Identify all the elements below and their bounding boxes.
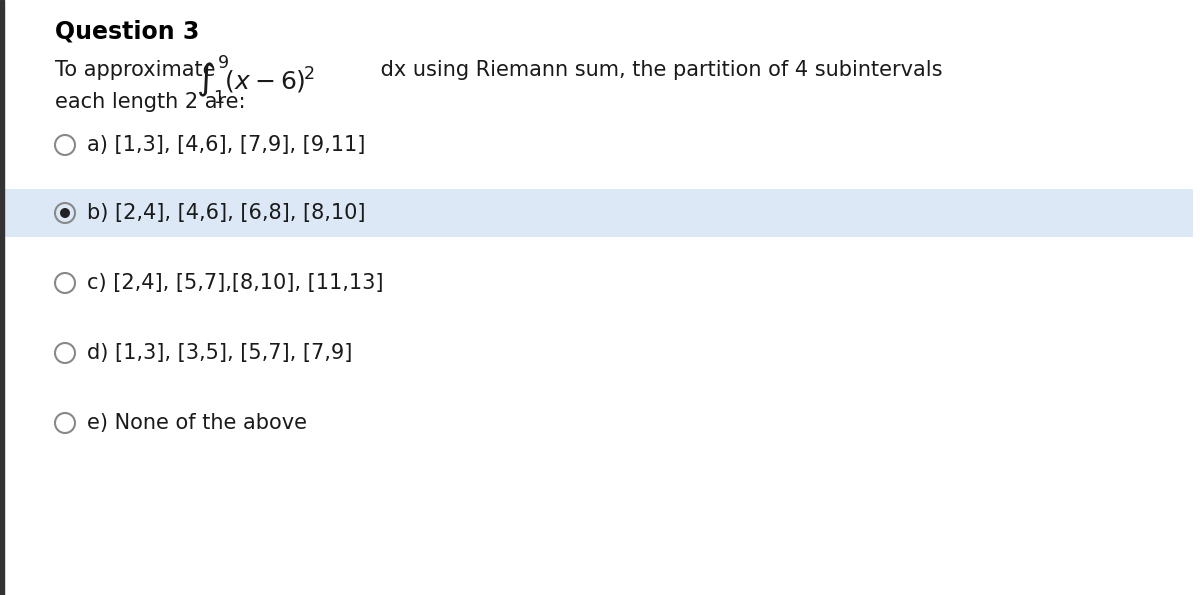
Text: e) None of the above: e) None of the above — [88, 413, 307, 433]
Text: a) [1,3], [4,6], [7,9], [9,11]: a) [1,3], [4,6], [7,9], [9,11] — [88, 135, 365, 155]
Text: b) [2,4], [4,6], [6,8], [8,10]: b) [2,4], [4,6], [6,8], [8,10] — [88, 203, 366, 223]
Text: c) [2,4], [5,7],[8,10], [11,13]: c) [2,4], [5,7],[8,10], [11,13] — [88, 273, 384, 293]
Text: $\int_1^9\!\left(x-6\right)^{\!2}$: $\int_1^9\!\left(x-6\right)^{\!2}$ — [196, 54, 314, 107]
Text: d) [1,3], [3,5], [5,7], [7,9]: d) [1,3], [3,5], [5,7], [7,9] — [88, 343, 353, 363]
Text: Question 3: Question 3 — [55, 20, 199, 44]
FancyBboxPatch shape — [5, 189, 1193, 237]
Text: To approximate: To approximate — [55, 60, 222, 80]
Circle shape — [60, 208, 70, 218]
Text: each length 2 are:: each length 2 are: — [55, 92, 246, 112]
Text: dx using Riemann sum, the partition of 4 subintervals: dx using Riemann sum, the partition of 4… — [374, 60, 942, 80]
Bar — [0, 0, 4, 595]
